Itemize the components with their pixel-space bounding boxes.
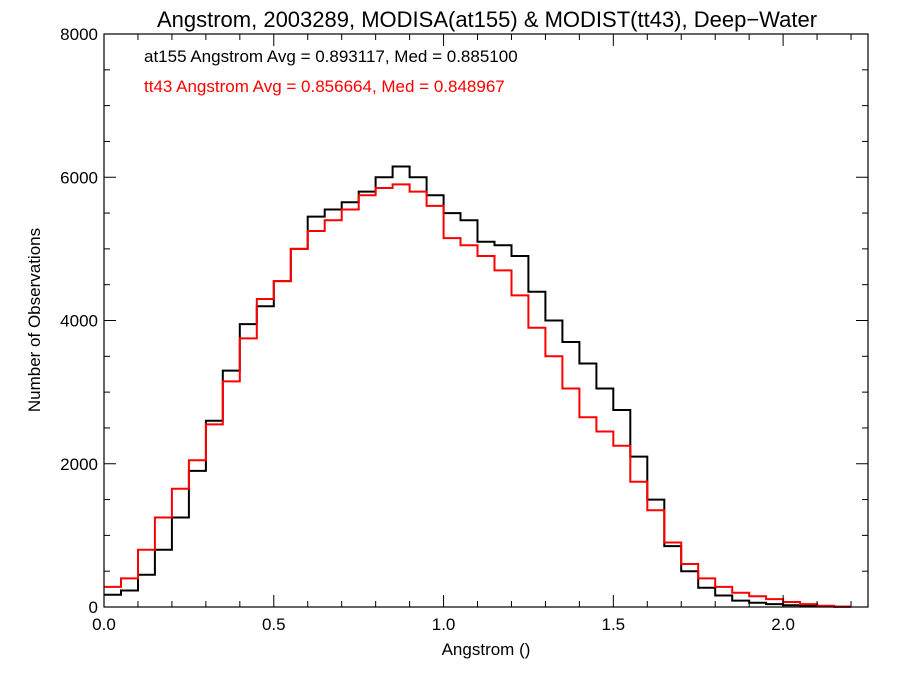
series-layer xyxy=(104,165,851,608)
tick-labels: 0.0 0.5 1.0 1.5 2.0 0 2000 4000 6000 8000 xyxy=(60,25,795,634)
y-tick-label: 6000 xyxy=(60,168,98,187)
x-tick-label: 0.5 xyxy=(262,615,286,634)
y-axis-label: Number of Observations xyxy=(25,228,44,412)
x-tick-label: 1.0 xyxy=(432,615,456,634)
x-tick-label: 0.0 xyxy=(92,615,116,634)
chart-title: Angstrom, 2003289, MODISA(at155) & MODIS… xyxy=(157,7,817,32)
series-line-1 xyxy=(104,183,851,608)
annotation-tt43: tt43 Angstrom Avg = 0.856664, Med = 0.84… xyxy=(144,77,505,96)
x-axis-label: Angstrom () xyxy=(442,640,531,659)
y-tick-label: 4000 xyxy=(60,312,98,331)
series-line-0 xyxy=(104,165,851,608)
ticks-layer xyxy=(103,33,868,608)
annotation-at155: at155 Angstrom Avg = 0.893117, Med = 0.8… xyxy=(144,47,518,66)
x-tick-label: 2.0 xyxy=(771,615,795,634)
y-tick-label: 0 xyxy=(89,598,98,617)
plot-frame xyxy=(103,33,869,608)
y-tick-label: 2000 xyxy=(60,455,98,474)
x-tick-label: 1.5 xyxy=(602,615,626,634)
y-tick-label: 8000 xyxy=(60,25,98,44)
